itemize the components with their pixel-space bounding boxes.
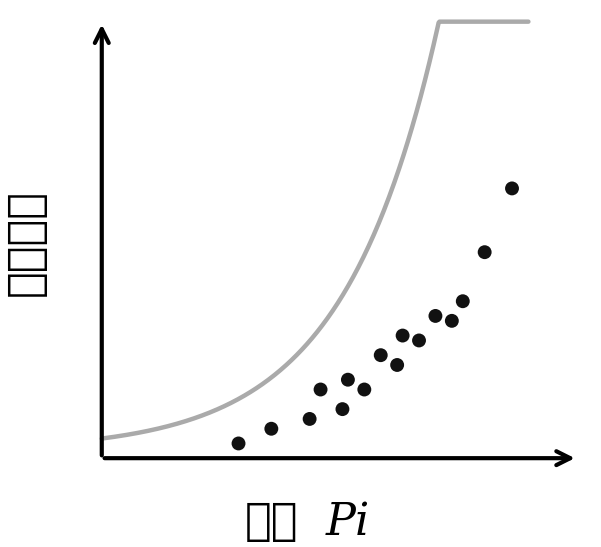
Point [458, 297, 468, 306]
Point [398, 331, 407, 340]
Point [414, 336, 424, 345]
Point [266, 424, 276, 433]
Text: 参数: 参数 [245, 501, 299, 543]
Point [359, 385, 369, 394]
Point [376, 351, 385, 359]
Point [234, 439, 243, 448]
Point [392, 360, 402, 369]
Point [343, 375, 353, 384]
Text: 匹配概率: 匹配概率 [4, 189, 47, 296]
Text: Pi: Pi [326, 501, 370, 544]
Point [305, 415, 314, 423]
Point [316, 385, 325, 394]
Point [480, 248, 489, 257]
Point [507, 184, 517, 193]
Point [431, 312, 441, 321]
Point [447, 317, 457, 325]
Point [338, 405, 347, 414]
